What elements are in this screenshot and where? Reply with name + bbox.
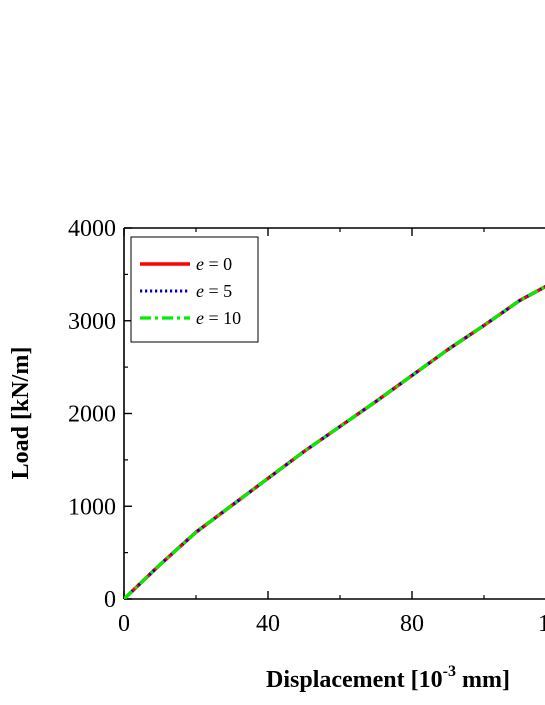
y-tick-label: 3000	[68, 309, 116, 335]
legend-label-e0: e = 0	[196, 254, 232, 274]
axis-ticks	[123, 227, 485, 600]
series-line-e5	[124, 285, 545, 599]
y-tick-label: 1000	[68, 494, 116, 520]
series-layer	[124, 284, 545, 599]
legend-label-e10: e = 10	[196, 308, 241, 328]
y-axis-title: Load [kN/m]	[8, 347, 34, 480]
y-tick-label: 0	[104, 587, 116, 613]
legend-label-e5: e = 5	[196, 281, 232, 301]
x-axis-title: Displacement [10-3 mm]	[266, 663, 510, 693]
legend: e = 0 e = 5 e = 10	[130, 236, 259, 343]
x-tick-label: 80	[400, 611, 424, 637]
y-tick-label: 2000	[68, 402, 116, 428]
x-tick-label: 0	[118, 611, 130, 637]
tick-labels: 0 1000 2000 3000 4000 0 40 80 120	[68, 216, 545, 637]
x-tick-label: 120	[538, 611, 545, 637]
y-tick-label: 4000	[68, 216, 116, 242]
x-tick-label: 40	[256, 611, 280, 637]
series-line-e10	[124, 285, 545, 599]
